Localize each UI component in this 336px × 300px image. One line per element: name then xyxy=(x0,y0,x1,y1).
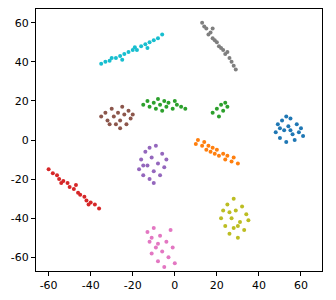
svg-text:60: 60 xyxy=(294,279,308,292)
svg-text:0: 0 xyxy=(171,279,178,292)
svg-text:-20: -20 xyxy=(11,173,29,186)
svg-text:-20: -20 xyxy=(124,279,142,292)
svg-text:-40: -40 xyxy=(11,212,29,225)
svg-text:20: 20 xyxy=(15,95,29,108)
svg-text:40: 40 xyxy=(252,279,266,292)
svg-text:40: 40 xyxy=(15,56,29,69)
svg-text:-60: -60 xyxy=(11,251,29,264)
svg-text:-60: -60 xyxy=(40,279,58,292)
svg-text:0: 0 xyxy=(22,134,29,147)
svg-text:20: 20 xyxy=(210,279,224,292)
svg-text:-40: -40 xyxy=(82,279,100,292)
svg-text:60: 60 xyxy=(15,17,29,30)
